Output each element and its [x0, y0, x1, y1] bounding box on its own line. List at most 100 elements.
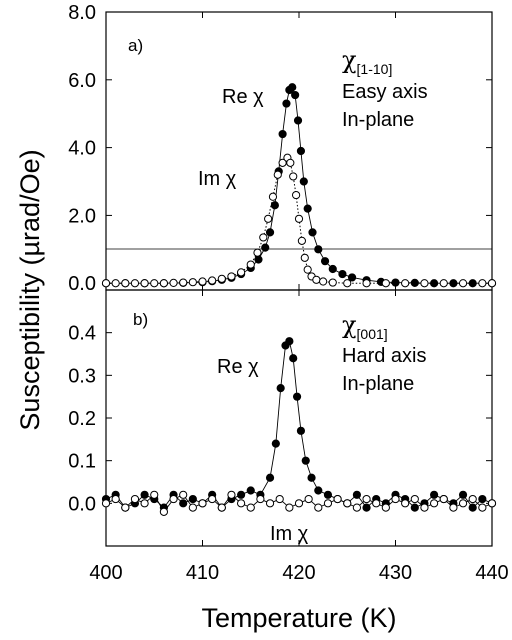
panel-a-axis-desc: Easy axis — [342, 81, 428, 103]
data-point-re — [478, 494, 487, 504]
data-point-re — [352, 490, 361, 499]
data-point-im — [159, 507, 168, 516]
data-point-re — [270, 201, 279, 210]
y-tick-label: 0.1 — [68, 451, 96, 473]
data-point-im — [179, 278, 188, 287]
data-point-re — [308, 228, 317, 237]
data-point-im — [294, 214, 304, 223]
data-point-im — [401, 279, 410, 288]
data-point-re — [303, 204, 312, 213]
data-point-im — [268, 192, 278, 201]
data-point-re — [276, 384, 285, 393]
data-point-im — [275, 494, 284, 504]
series-line-re — [105, 340, 493, 509]
data-point-im — [297, 236, 306, 245]
data-point-im — [227, 272, 236, 281]
data-point-re — [285, 337, 294, 346]
data-point-im — [265, 499, 275, 508]
data-point-re — [265, 473, 275, 482]
data-point-im — [468, 494, 477, 504]
panel-a-series — [101, 83, 497, 288]
data-point-im — [208, 494, 217, 504]
data-point-im — [169, 278, 178, 287]
data-point-im — [289, 172, 298, 181]
panel-b-x-ticks — [105, 290, 493, 546]
data-point-im — [401, 499, 410, 508]
data-point-im — [140, 279, 149, 288]
data-point-im — [278, 158, 287, 167]
data-point-re — [362, 503, 371, 512]
panel-a-re-annotation: Re χ — [222, 86, 264, 108]
data-point-im — [328, 278, 337, 287]
panel-a-tag: a) — [128, 36, 143, 55]
y-tick-label: 0.0 — [68, 493, 96, 515]
data-point-re — [188, 494, 197, 504]
data-point-im — [217, 503, 226, 512]
data-point-im — [323, 499, 333, 508]
data-point-im — [121, 503, 130, 512]
panel-b-axis-desc: Hard axis — [342, 345, 426, 367]
panel-b-direction: [001] — [357, 326, 388, 342]
x-tick-label: 400 — [89, 562, 122, 584]
data-point-re — [320, 257, 330, 266]
data-point-im — [150, 490, 159, 499]
panel-b-chi-symbol: χ — [342, 311, 357, 339]
data-point-im — [420, 279, 429, 288]
data-point-re — [468, 279, 477, 288]
panel-a-y-ticks: 0.0 2.0 4.0 6.0 8.0 — [68, 2, 492, 295]
panel-b-tag: b) — [133, 310, 148, 329]
panel-a-chi-symbol: χ — [342, 46, 357, 74]
panel-b-series — [101, 337, 497, 516]
data-point-im — [208, 276, 217, 285]
x-tick-label: 440 — [475, 562, 508, 584]
data-point-re — [410, 503, 419, 512]
data-point-im — [159, 279, 168, 288]
panel-b-chi-label: χ[001] — [342, 311, 388, 342]
data-point-im — [150, 279, 159, 288]
data-point-im — [169, 494, 178, 504]
data-point-im — [259, 233, 268, 242]
data-point-im — [130, 494, 140, 504]
data-point-re — [271, 439, 280, 448]
panel-a-chi-label: χ[1-10] — [342, 46, 392, 77]
data-point-im — [121, 279, 130, 288]
data-point-re — [314, 245, 323, 254]
data-point-re — [261, 243, 270, 252]
panel-b-y-ticks: 0.0 0.1 0.2 0.3 0.4 — [68, 323, 492, 515]
data-point-im — [458, 499, 468, 508]
data-point-im — [487, 279, 497, 288]
data-point-im — [188, 503, 197, 512]
y-tick-label: 0.0 — [68, 273, 96, 295]
data-point-im — [140, 499, 149, 508]
data-point-im — [410, 494, 419, 504]
data-point-re — [246, 486, 255, 495]
data-point-im — [300, 253, 309, 262]
data-point-im — [381, 503, 390, 512]
data-point-im — [273, 170, 282, 179]
data-point-im — [237, 268, 246, 277]
data-point-im — [130, 279, 140, 288]
data-point-re — [328, 264, 337, 274]
data-point-im — [312, 275, 321, 284]
data-point-re — [293, 116, 303, 125]
data-point-re — [296, 426, 306, 435]
data-point-im — [188, 278, 197, 287]
data-point-re — [458, 490, 468, 499]
data-point-im — [253, 248, 262, 257]
data-point-im — [111, 494, 120, 504]
data-point-im — [198, 499, 207, 508]
panel-a-im-annotation: Im χ — [198, 168, 237, 190]
panel-b-plane-desc: In-plane — [342, 373, 414, 395]
data-point-re — [299, 177, 308, 186]
data-point-im — [101, 279, 111, 288]
data-point-im — [285, 503, 294, 512]
data-point-im — [439, 494, 448, 504]
x-tick-labels: 400 410 420 430 440 — [89, 562, 508, 584]
data-point-im — [246, 260, 255, 269]
panel-a-plane-desc: In-plane — [342, 109, 414, 131]
data-point-im — [304, 494, 313, 504]
data-point-re — [468, 503, 477, 512]
data-point-im — [391, 494, 400, 504]
data-point-im — [111, 279, 120, 288]
data-point-im — [362, 279, 371, 288]
